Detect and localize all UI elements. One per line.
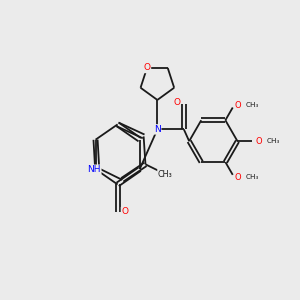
Text: O: O — [235, 101, 242, 110]
Text: O: O — [143, 64, 151, 73]
Text: CH₃: CH₃ — [246, 102, 260, 108]
Text: N: N — [154, 125, 161, 134]
Text: NH: NH — [87, 165, 101, 174]
Text: CH₃: CH₃ — [246, 174, 260, 180]
Text: O: O — [122, 207, 128, 216]
Text: O: O — [235, 173, 242, 182]
Text: CH₃: CH₃ — [158, 169, 172, 178]
Text: CH₃: CH₃ — [267, 138, 280, 144]
Text: O: O — [255, 137, 262, 146]
Text: O: O — [173, 98, 180, 107]
